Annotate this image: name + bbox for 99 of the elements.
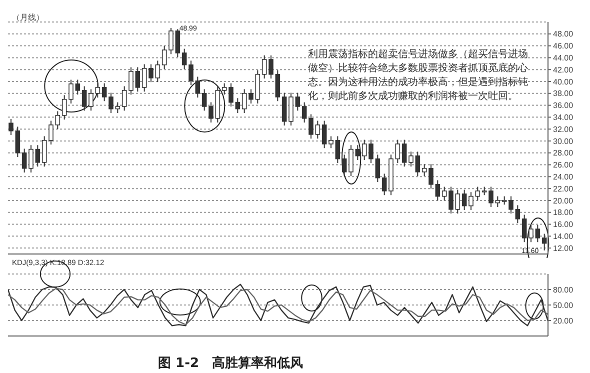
candlestick: [528, 224, 534, 243]
y-tick-label: 22.00: [553, 184, 574, 194]
candlestick: [448, 186, 454, 214]
candlestick: [248, 88, 254, 104]
candlestick: [428, 164, 434, 190]
candlestick: [402, 139, 407, 168]
y-tick-label: 20.00: [553, 316, 574, 326]
y-tick-label: 26.00: [553, 160, 574, 170]
caption: 图 1-2 高胜算率和低风: [157, 354, 304, 372]
y-tick-label: 20.00: [553, 196, 574, 206]
candlestick: [128, 66, 134, 96]
candlestick: [15, 126, 20, 158]
candlestick: [35, 144, 40, 168]
candlestick: [522, 214, 527, 243]
candlestick: [488, 186, 494, 208]
candlestick: [22, 148, 27, 174]
candlestick: [242, 88, 247, 114]
candlestick: [75, 79, 80, 96]
candlestick: [508, 196, 514, 214]
candlestick: [68, 79, 74, 104]
candlestick: [462, 189, 467, 210]
candlestick: [195, 76, 200, 98]
candlestick: [362, 139, 367, 161]
candlestick: [102, 82, 107, 102]
candlestick: [82, 86, 87, 112]
candlestick: [122, 86, 127, 112]
candlestick: [202, 88, 207, 112]
y-tick-label: 12.00: [553, 244, 574, 253]
candlestick: [455, 189, 460, 214]
candlestick: [328, 136, 334, 149]
candlestick: [8, 118, 14, 136]
y-tick-label: 16.00: [553, 220, 574, 230]
candlestick: [322, 120, 327, 149]
candlestick: [442, 186, 447, 201]
candlestick: [135, 66, 140, 92]
y-tick-label: 48.00: [553, 30, 574, 39]
candlestick: [208, 102, 214, 124]
candlestick: [95, 82, 100, 98]
candlestick: [342, 154, 347, 177]
candlestick: [42, 136, 47, 168]
candlestick: [222, 82, 227, 96]
candlestick: [535, 224, 540, 243]
candlestick: [55, 110, 60, 130]
y-tick-label: 50.00: [553, 300, 574, 310]
y-tick-label: 14.00: [553, 232, 574, 241]
candlestick: [495, 196, 500, 208]
candlestick: [268, 54, 274, 80]
y-tick-label: 18.00: [553, 208, 574, 218]
candlestick: [155, 60, 160, 83]
candlestick: [422, 164, 427, 177]
candlestick: [295, 92, 300, 112]
candlestick: [162, 45, 167, 70]
candlestick: [188, 60, 194, 86]
candlestick: [28, 144, 34, 174]
candlestick: [368, 139, 374, 164]
candlestick: [275, 70, 280, 102]
y-tick-label: 38.00: [553, 89, 574, 98]
candlestick: [382, 173, 387, 196]
candlestick: [48, 120, 54, 146]
candlestick: [182, 48, 187, 70]
y-tick-label: 28.00: [553, 148, 574, 158]
y-tick-label: 36.00: [553, 101, 574, 110]
candlestick: [148, 64, 154, 83]
candlestick: [175, 28, 180, 58]
candlestick: [168, 28, 174, 55]
y-tick-label: 34.00: [553, 113, 574, 122]
y-tick-label: 46.00: [553, 42, 574, 51]
annotation: 利用震荡指标的超卖信号进场做多（超买信号进场做空）比较符合绝大多数股票投资者抓顶觅底的心态。因为这种用法的成功率极高，但是遇到指标钝化，则此前多次成功赚取的利润将被一次吐回。: [308, 48, 529, 104]
candlestick: [88, 88, 94, 112]
chart-title: （月线）: [12, 12, 44, 23]
y-tick-label: 80.00: [553, 285, 574, 294]
candlestick: [355, 144, 360, 161]
candlestick: [435, 180, 440, 201]
candlestick: [228, 82, 234, 107]
candlestick: [115, 102, 120, 114]
candlestick: [315, 120, 320, 140]
candlestick: [108, 92, 114, 114]
y-tick-label: 40.00: [553, 77, 574, 86]
candlestick: [408, 151, 414, 168]
candlestick: [515, 204, 520, 224]
y-tick-label: 32.00: [553, 124, 574, 134]
y-tick-label: 30.00: [553, 136, 574, 146]
y-tick-label: 24.00: [553, 172, 574, 182]
y-tick-label: 42.00: [553, 65, 574, 74]
candlestick: [302, 102, 307, 124]
candlestick: [335, 136, 340, 164]
candlestick: [415, 151, 420, 177]
candlestick: [375, 154, 380, 183]
y-tick-label: 44.00: [553, 54, 574, 63]
candlestick: [468, 192, 474, 210]
candlestick: [395, 139, 400, 164]
candlestick: [62, 94, 67, 120]
candlestick: [542, 233, 547, 251]
candlestick: [235, 98, 240, 114]
candlestick: [308, 114, 314, 140]
candlestick: [348, 144, 354, 177]
candlestick: [262, 54, 267, 80]
candlestick: [142, 64, 147, 92]
candlestick: [475, 186, 480, 201]
